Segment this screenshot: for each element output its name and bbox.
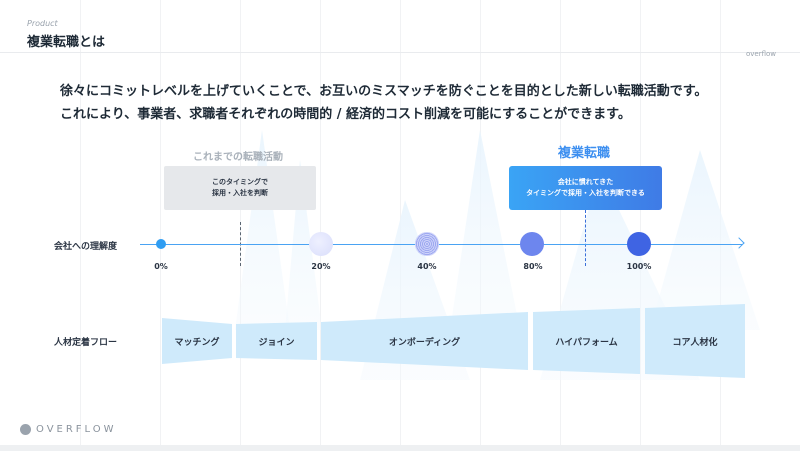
understanding-dot-60 xyxy=(520,232,544,256)
phase-join: ジョイン xyxy=(258,337,295,348)
phase-high-perform: ハイパフォーム xyxy=(555,337,618,348)
phase-onboarding: オンボーディング xyxy=(388,337,461,348)
understanding-dot-0 xyxy=(156,239,166,249)
page-title: 複業転職とは xyxy=(27,35,106,50)
tick-label-20: 20% xyxy=(311,262,331,271)
lead-line-2: これにより、事業者、求職者それぞれの時間的 / 経済的コスト削減を可能にすること… xyxy=(60,107,631,122)
grid-line xyxy=(560,0,561,451)
flow-row-label: 人材定着フロー xyxy=(54,338,118,348)
phase-shape-high-perform xyxy=(533,308,640,374)
tick-label-40: 40% xyxy=(417,262,437,271)
understanding-dot-40 xyxy=(415,232,439,256)
understanding-dot-20 xyxy=(309,232,333,256)
understanding-dot-100 xyxy=(627,232,651,256)
after-callout-line-2: タイミングで採用・入社を判断できる xyxy=(526,189,645,197)
header-divider xyxy=(0,52,800,53)
tick-label-0: 0% xyxy=(154,262,168,271)
after-callout-line-1: 会社に慣れてきた xyxy=(557,178,614,186)
footer-band xyxy=(0,445,800,451)
header-brand: overflow xyxy=(745,50,776,58)
after-decision-marker xyxy=(585,210,586,266)
phase-shape-core xyxy=(645,304,745,378)
phase-shape-onboarding xyxy=(321,312,528,370)
understanding-row-label: 会社への理解度 xyxy=(54,242,118,252)
phase-shape-matching xyxy=(162,318,232,364)
grid-line xyxy=(320,0,321,451)
tick-label-80: 80% xyxy=(523,262,543,271)
understanding-axis xyxy=(140,244,742,245)
phase-core-talent: コア人材化 xyxy=(672,337,718,348)
phase-shape-join xyxy=(236,322,317,360)
section-label: Product xyxy=(27,19,58,28)
after-callout: 会社に慣れてきた タイミングで採用・入社を判断できる xyxy=(509,166,662,210)
before-label: これまでの転職活動 xyxy=(193,152,283,163)
grid-line xyxy=(160,0,161,451)
grid-line xyxy=(640,0,641,451)
after-label: 複業転職 xyxy=(558,146,611,161)
grid-line xyxy=(80,0,81,451)
lead-line-1: 徐々にコミットレベルを上げていくことで、お互いのミスマッチを防ぐことを目的とした… xyxy=(60,84,708,99)
before-callout-line-1: このタイミングで xyxy=(212,178,268,186)
before-callout: このタイミングで 採用・入社を判断 xyxy=(164,166,316,210)
phase-matching: マッチング xyxy=(174,337,220,348)
tick-label-100: 100% xyxy=(626,262,652,271)
footer-brand: OVERFLOW xyxy=(36,424,117,435)
before-callout-line-2: 採用・入社を判断 xyxy=(212,189,268,197)
overflow-logo-icon xyxy=(20,424,31,435)
